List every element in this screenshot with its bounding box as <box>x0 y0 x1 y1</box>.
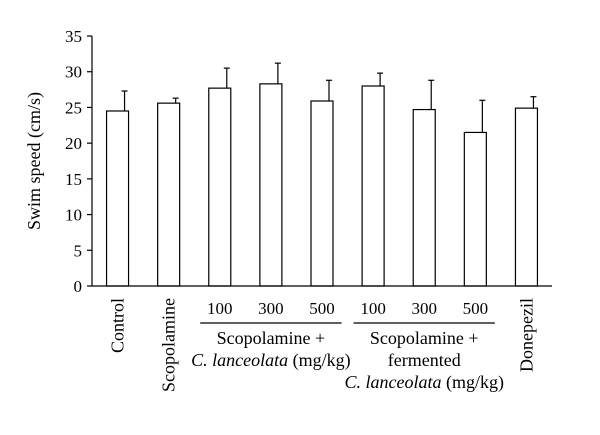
x-tick-label: Scopolamine <box>159 298 179 392</box>
y-tick-label: 30 <box>65 63 82 82</box>
y-axis-title: Swim speed (cm/s) <box>24 92 45 230</box>
group-label-line: C. lanceolata (mg/kg) <box>344 372 504 393</box>
bars-layer <box>105 83 539 287</box>
bar <box>259 83 283 287</box>
group-label-segment: Scopolamine + <box>217 328 326 348</box>
x-tick-label: Donepezil <box>516 298 536 372</box>
bar <box>208 87 232 287</box>
bar <box>412 108 436 287</box>
bar <box>105 110 130 287</box>
bar <box>157 102 181 287</box>
x-tick-label: 500 <box>309 299 335 318</box>
y-ticks-layer: 0 5 10 15 20 25 30 35 <box>65 27 92 296</box>
y-tick-label: 10 <box>65 206 82 225</box>
group-label-segment: Scopolamine + <box>370 328 479 348</box>
group-label-line: fermented <box>388 350 461 370</box>
x-tick-label: Control <box>108 298 128 353</box>
bar <box>310 100 334 287</box>
x-tick-label: 100 <box>360 299 386 318</box>
x-tick-label: 500 <box>463 299 489 318</box>
y-tick-label: 0 <box>74 277 83 296</box>
y-tick-label: 20 <box>65 134 82 153</box>
bar <box>361 85 385 287</box>
x-tick-label: 300 <box>258 299 284 318</box>
group-label-segment: C. lanceolata <box>344 372 441 392</box>
bar <box>514 107 539 287</box>
group-label-line: C. lanceolata (mg/kg) <box>191 350 351 371</box>
y-tick-label: 35 <box>65 27 82 46</box>
x-tick-label: 300 <box>411 299 437 318</box>
bar <box>463 131 487 287</box>
group-labels-layer: Scopolamine +C. lanceolata (mg/kg)Scopol… <box>191 322 504 393</box>
group-label-line: Scopolamine + <box>217 328 326 348</box>
group-label-line: Scopolamine + <box>370 328 479 348</box>
x-labels-layer: Control Scopolamine 100 300 500 100 300 500 Done… <box>108 298 537 392</box>
group-label-segment: C. lanceolata <box>191 350 288 370</box>
y-tick-label: 15 <box>65 170 82 189</box>
group-label-segment: (mg/kg) <box>441 372 504 393</box>
x-tick-label: 100 <box>207 299 233 318</box>
y-tick-label: 25 <box>65 98 82 117</box>
group-label-segment: fermented <box>388 350 461 370</box>
error-bars-layer <box>121 62 537 133</box>
group-label-segment: (mg/kg) <box>288 350 351 371</box>
y-tick-label: 5 <box>74 241 83 260</box>
